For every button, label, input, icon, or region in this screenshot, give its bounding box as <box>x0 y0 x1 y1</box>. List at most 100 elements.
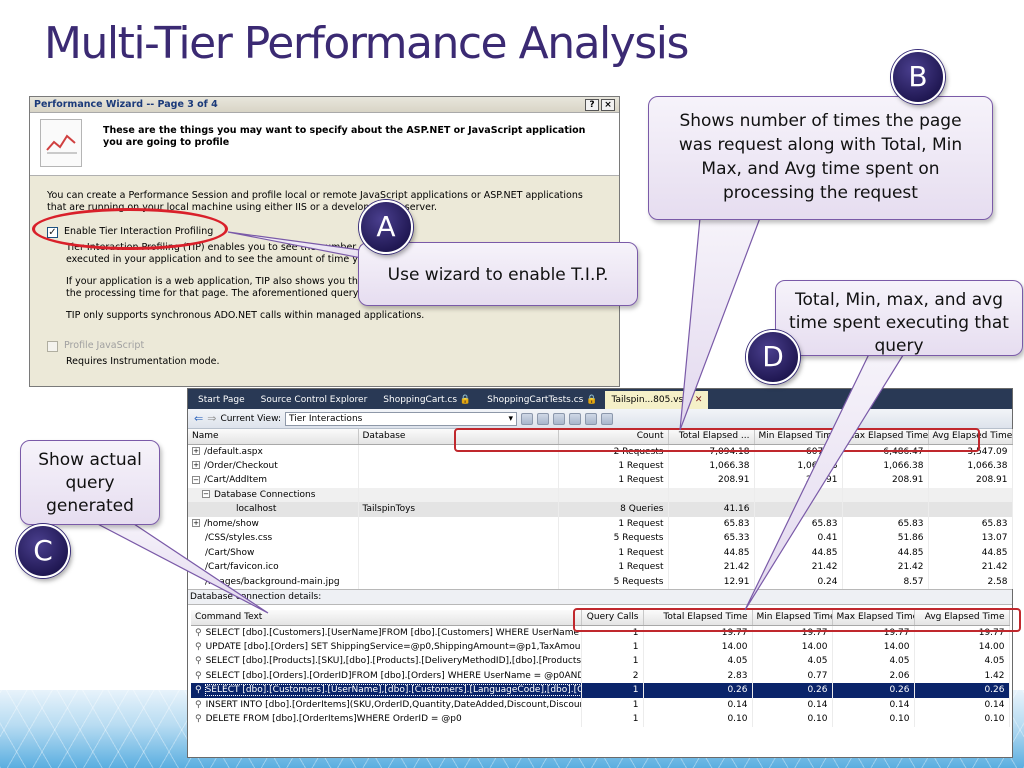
cell-total: 4.05 <box>643 654 753 669</box>
magnifier-icon: ⚲ <box>195 627 202 638</box>
cell-min: 0.26 <box>752 683 833 698</box>
table-row[interactable]: ⚲ SELECT [dbo].[Customers].[UserName],[db… <box>191 683 1010 698</box>
cell-max <box>842 487 929 502</box>
cell-total: 0.26 <box>643 683 753 698</box>
table-row[interactable]: +/home/show 1 Request 65.83 65.83 65.83 65.83 <box>188 516 1013 531</box>
table-row[interactable]: /Cart/favicon.ico 1 Request 21.42 21.42 21.4… <box>188 560 1013 575</box>
expand-icon[interactable]: + <box>192 461 200 470</box>
table-row[interactable]: /CSS/styles.css 5 Requests 65.33 0.41 51.86 1… <box>188 531 1013 546</box>
current-view-select[interactable]: Tier Interactions ▾ <box>285 411 517 426</box>
tab-vsp-report[interactable]: Tailspin...805.vsp ✕ <box>605 391 709 409</box>
cell-max: 4.05 <box>832 654 915 669</box>
collapse-icon[interactable]: − <box>192 475 200 484</box>
row-name-cell: /Cart/Show <box>188 545 359 560</box>
magnifier-icon: ⚲ <box>195 714 202 725</box>
cell-calls: 1 <box>581 683 644 698</box>
cell-total: 0.14 <box>643 697 753 712</box>
profile-javascript-label[interactable]: Profile JavaScript <box>64 340 145 351</box>
column-header[interactable]: Name <box>188 429 359 445</box>
cell-min: 21.42 <box>754 560 843 575</box>
settings-icon[interactable] <box>601 412 613 425</box>
cell-total: 0.10 <box>643 712 753 727</box>
cell-min: 65.83 <box>754 516 843 531</box>
table-row[interactable]: +/Order/Checkout 1 Request 1,066.38 1,066.3… <box>188 458 1013 473</box>
table-row[interactable]: −/Cart/AddItem 1 Request 208.91 208.91 208.9… <box>188 473 1013 488</box>
table-row[interactable]: /Cart/Show 1 Request 44.85 44.85 44.85 44.85 <box>188 545 1013 560</box>
row-name-cell: /CSS/styles.css <box>188 531 359 546</box>
cell-total: 41.16 <box>668 502 755 517</box>
cell-count: 5 Requests <box>558 531 669 546</box>
column-header[interactable]: Database <box>358 429 559 445</box>
cell-min: 0.41 <box>754 531 843 546</box>
back-arrow-icon[interactable]: ⇐ <box>194 412 204 425</box>
tab-shoppingcarttests-cs[interactable]: ShoppingCartTests.cs 🔒 <box>487 395 598 405</box>
row-name-cell: + /Order/Checkout <box>188 458 359 473</box>
magnifier-icon: ⚲ <box>195 685 202 696</box>
callout-a-badge: A <box>359 200 413 254</box>
collapse-icon[interactable]: − <box>202 490 210 499</box>
column-header[interactable]: Command Text <box>191 610 582 626</box>
cell-total <box>668 487 755 502</box>
table-row[interactable]: ⚲ SELECT [dbo].[Orders].[OrderID]FROM [db… <box>191 668 1010 683</box>
table-row[interactable]: ⚲ UPDATE [dbo].[Orders] SET ShippingServi… <box>191 639 1010 654</box>
command-text: DELETE FROM [dbo].[OrderItems]WHERE Orde… <box>205 714 462 725</box>
cell-max: 0.26 <box>832 683 915 698</box>
callout-b-badge: B <box>891 50 945 104</box>
cell-avg: 1.42 <box>914 668 1010 683</box>
cell-max: 8.57 <box>842 574 929 589</box>
forward-arrow-icon[interactable]: ⇒ <box>207 412 217 425</box>
cell-max: 0.14 <box>832 697 915 712</box>
close-button[interactable]: × <box>601 98 615 111</box>
performance-wizard-dialog: Performance Wizard -- Page 3 of 4 ? × Th… <box>29 96 620 387</box>
cell-calls: 1 <box>581 625 644 640</box>
table-row[interactable]: ⚲ INSERT INTO [dbo].[OrderItems](SKU,Orde… <box>191 697 1010 712</box>
row-name-cell: −/Cart/AddItem <box>188 473 359 488</box>
export-icon[interactable] <box>521 412 533 425</box>
help-button[interactable]: ? <box>585 98 599 111</box>
wizard-title: Performance Wizard -- Page 3 of 4 <box>34 99 218 110</box>
column-header[interactable]: Avg Elapsed Time <box>914 610 1010 626</box>
compare-icon[interactable] <box>569 412 581 425</box>
row-name: /home/show <box>204 518 259 529</box>
column-header[interactable]: Total Elapsed Time <box>643 610 753 626</box>
close-tab-icon[interactable]: ✕ <box>694 395 703 405</box>
row-name-cell: /images/background-main.jpg <box>188 574 359 589</box>
cell-db <box>358 560 559 575</box>
column-header[interactable]: Min Elapsed Time <box>752 610 833 626</box>
cell-count: 5 Requests <box>558 574 669 589</box>
column-header[interactable]: Query Calls <box>581 610 644 626</box>
tip-web-description: If your application is a web application… <box>66 276 592 299</box>
column-header[interactable]: Avg Elapsed Time <box>928 429 1013 445</box>
table-row[interactable]: localhost TailspinToys 8 Queries 41.16 <box>188 502 1013 517</box>
table-row[interactable]: /images/background-main.jpg 5 Requests 12.… <box>188 574 1013 589</box>
filter-icon[interactable] <box>553 412 565 425</box>
column-header[interactable]: Count <box>558 429 669 445</box>
command-text: INSERT INTO [dbo].[OrderItems](SKU,Order… <box>205 699 580 710</box>
upper-columns-highlight <box>454 428 980 452</box>
profile-javascript-checkbox[interactable] <box>47 340 58 352</box>
cell-min: 0.14 <box>752 697 833 712</box>
cell-total: 2.83 <box>643 668 753 683</box>
table-row[interactable]: ⚲ DELETE FROM [dbo].[OrderItems]WHERE Ord… <box>191 712 1010 727</box>
expand-icon[interactable]: + <box>192 447 200 455</box>
copy-icon[interactable] <box>537 412 549 425</box>
command-text-cell: ⚲ SELECT [dbo].[Customers].[UserName]FROM… <box>191 625 582 640</box>
tab-start-page[interactable]: Start Page <box>198 395 245 405</box>
tab-shoppingcart-cs[interactable]: ShoppingCart.cs 🔒 <box>383 395 472 405</box>
lower-columns-highlight <box>573 608 1021 632</box>
table-row[interactable]: − Database Connections <box>188 487 1013 502</box>
cell-total: 14.00 <box>643 639 753 654</box>
column-header[interactable]: Total Elapsed ... <box>668 429 755 445</box>
expand-icon[interactable]: + <box>192 519 200 528</box>
tab-source-control-explorer[interactable]: Source Control Explorer <box>260 395 368 405</box>
tip-ado-note: TIP only supports synchronous ADO.NET ca… <box>66 310 425 321</box>
chart-document-icon <box>40 119 82 167</box>
report-icon[interactable] <box>585 412 597 425</box>
table-row[interactable]: ⚲ SELECT [dbo].[Products].[SKU],[dbo].[Pr… <box>191 654 1010 669</box>
cell-db <box>358 545 559 560</box>
column-header[interactable]: Max Elapsed Time <box>832 610 915 626</box>
cell-avg: 13.07 <box>928 531 1013 546</box>
table-row[interactable]: ⚲ SELECT [dbo].[Customers].[UserName]FROM… <box>191 625 1010 640</box>
row-name: Database Connections <box>214 489 316 500</box>
row-name: /Order/Checkout <box>204 460 278 471</box>
